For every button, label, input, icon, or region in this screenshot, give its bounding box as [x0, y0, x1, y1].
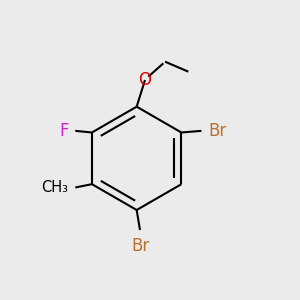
- Text: O: O: [139, 71, 152, 89]
- Text: Br: Br: [131, 237, 149, 255]
- Text: F: F: [59, 122, 69, 140]
- Text: Br: Br: [208, 122, 226, 140]
- Text: CH₃: CH₃: [42, 180, 69, 195]
